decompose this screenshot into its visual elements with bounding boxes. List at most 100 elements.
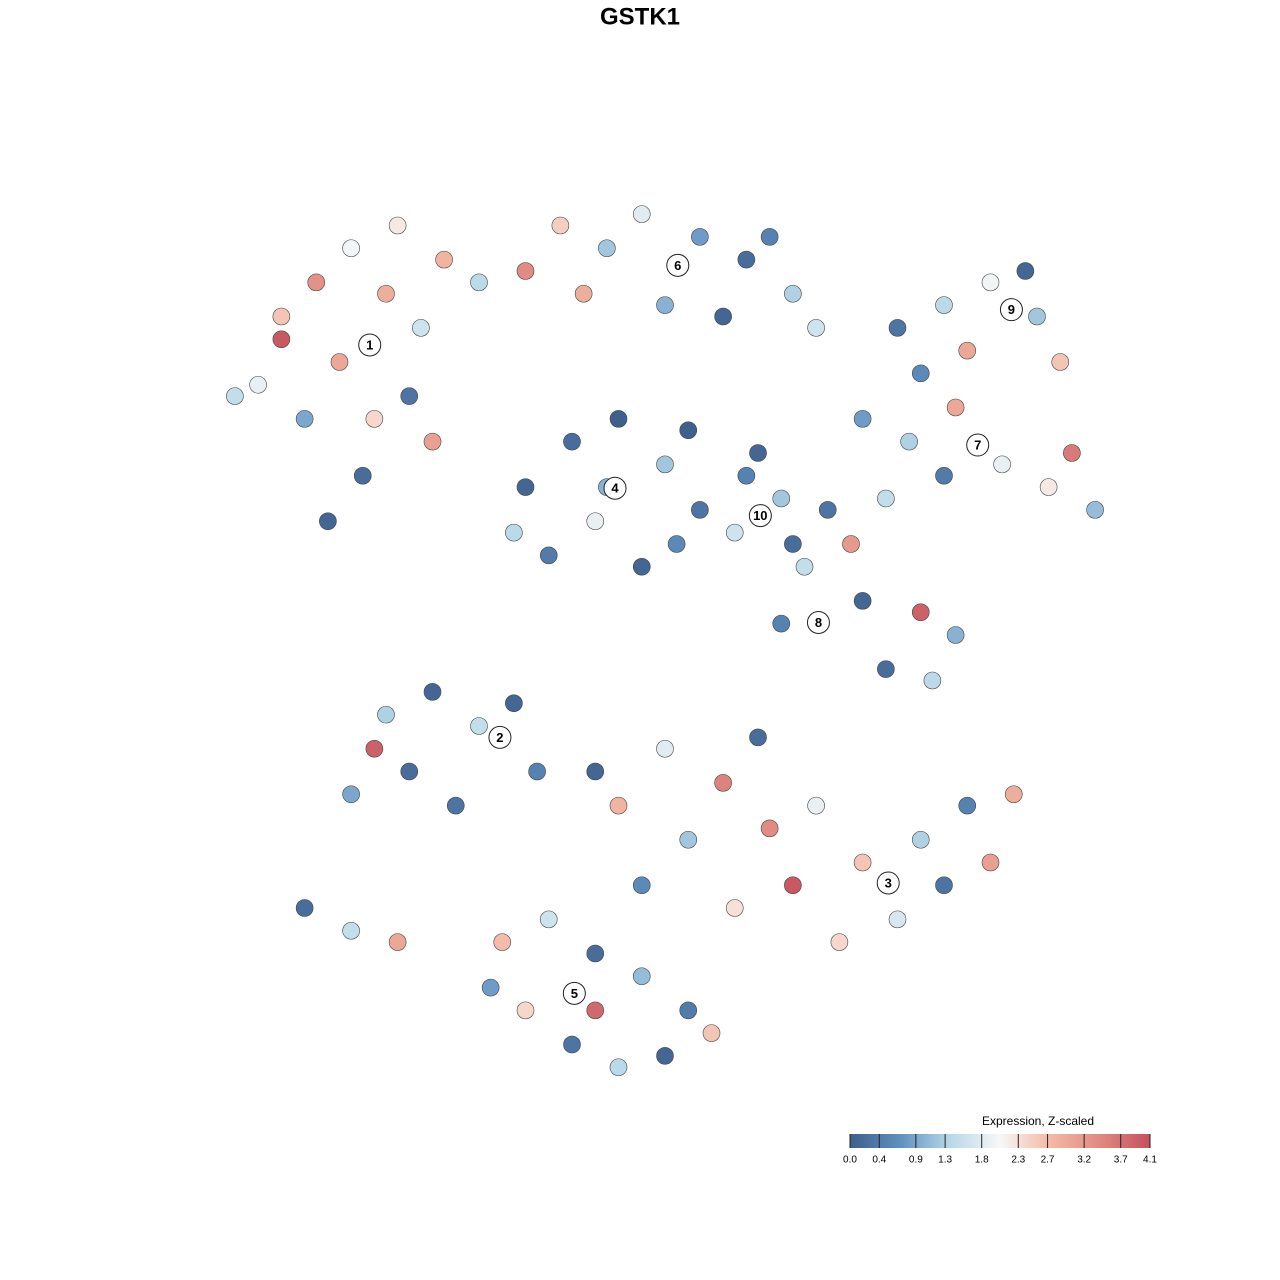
point <box>981 853 1000 872</box>
point <box>656 1047 674 1065</box>
point <box>760 819 779 838</box>
point <box>377 705 395 724</box>
colorbar-tick-label: 2.3 <box>1011 1155 1025 1166</box>
point <box>632 876 651 895</box>
point <box>656 455 674 474</box>
point <box>505 523 523 542</box>
point <box>656 739 674 758</box>
cluster-badge <box>603 476 627 500</box>
point <box>539 546 558 565</box>
cluster-label: 10 <box>753 508 767 523</box>
point <box>911 603 930 622</box>
point <box>586 944 605 963</box>
point <box>388 216 407 235</box>
point <box>807 319 825 337</box>
point <box>516 1001 535 1020</box>
point <box>900 432 918 451</box>
point <box>377 284 395 303</box>
point <box>679 830 698 849</box>
cluster-label: 7 <box>974 437 981 452</box>
point <box>911 830 930 849</box>
point <box>505 694 523 713</box>
colorbar-tick-label: 0.0 <box>843 1155 857 1166</box>
point <box>598 239 616 258</box>
point <box>632 557 651 576</box>
point <box>423 432 442 451</box>
point <box>1016 262 1035 280</box>
cluster-label: 1 <box>366 337 373 352</box>
point <box>888 910 907 929</box>
chart-title: GSTK1 <box>600 3 680 30</box>
point <box>958 341 977 360</box>
point <box>493 933 512 951</box>
point <box>586 762 605 781</box>
point <box>656 296 674 314</box>
point <box>400 762 419 781</box>
point <box>935 466 953 485</box>
point <box>993 455 1011 474</box>
point <box>807 796 825 815</box>
point <box>609 796 628 815</box>
point <box>923 671 942 690</box>
point <box>295 410 314 428</box>
point <box>516 478 535 496</box>
point <box>1063 444 1081 462</box>
cluster-label: 4 <box>611 481 619 496</box>
colorbar-tick-label: 0.9 <box>909 1155 923 1166</box>
colorbar-tick-label: 3.7 <box>1114 1155 1128 1166</box>
point <box>400 387 419 405</box>
cluster-label: 8 <box>815 615 822 630</box>
cluster-badge <box>748 504 772 528</box>
point <box>319 512 337 531</box>
point <box>295 899 314 917</box>
point <box>877 660 895 678</box>
point <box>1004 785 1023 804</box>
point <box>1039 478 1058 496</box>
point <box>307 273 326 292</box>
point <box>609 410 628 428</box>
cluster-badge <box>562 981 586 1005</box>
point <box>586 1001 605 1020</box>
point <box>784 535 802 553</box>
cluster-label: 2 <box>496 730 503 745</box>
point <box>772 614 791 633</box>
point <box>528 762 546 781</box>
point <box>702 1024 721 1042</box>
colorbar-tick-label: 0.4 <box>872 1155 886 1166</box>
colorbar-tick-label: 3.2 <box>1077 1155 1091 1166</box>
cluster-label: 6 <box>674 258 681 273</box>
colorbar-tick-label: 1.3 <box>938 1155 952 1166</box>
point <box>842 535 860 553</box>
point <box>412 319 430 337</box>
point <box>946 398 965 417</box>
point <box>714 774 732 792</box>
point <box>446 796 465 815</box>
point <box>1028 307 1046 326</box>
point <box>609 1058 628 1077</box>
point <box>342 239 360 258</box>
point <box>935 296 953 314</box>
point <box>772 489 791 508</box>
point <box>563 432 581 451</box>
point <box>946 626 965 644</box>
point <box>760 228 779 246</box>
colorbar-tick-label: 1.8 <box>975 1155 989 1166</box>
cluster-badge <box>876 871 900 895</box>
point <box>911 364 930 383</box>
cluster-badge <box>806 610 830 634</box>
point <box>795 557 814 576</box>
point <box>1051 353 1070 371</box>
point <box>679 421 698 440</box>
cluster-badge <box>966 433 990 457</box>
colorbar-tick-label: 2.7 <box>1041 1155 1055 1166</box>
point <box>272 330 291 349</box>
point <box>226 387 244 405</box>
colorbar-title: Expression, Z-scaled <box>982 1114 1094 1128</box>
point <box>725 523 744 542</box>
point <box>784 284 802 303</box>
point <box>853 410 872 428</box>
point <box>981 273 1000 292</box>
point <box>632 967 651 986</box>
